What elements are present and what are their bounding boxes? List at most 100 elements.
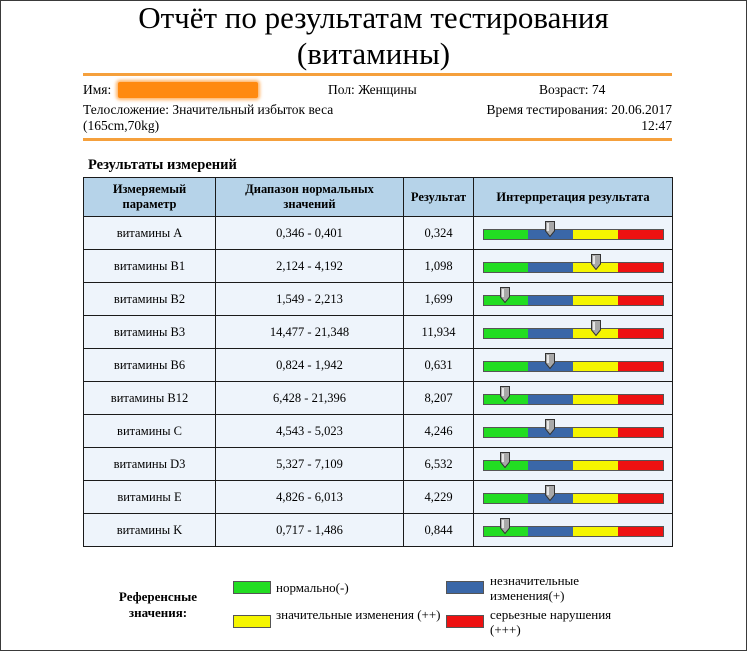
interpretation-cell — [473, 381, 673, 415]
range-cell: 0,824 - 1,942 — [215, 348, 404, 382]
legend-swatch-minor — [446, 581, 484, 594]
legend: Референсные значения: нормально(-) незна… — [0, 570, 747, 650]
legend-swatch-significant — [233, 615, 271, 628]
interpretation-scale — [482, 517, 664, 537]
report-title-line2: (витамины) — [296, 36, 451, 71]
scale-segment-significant — [573, 394, 618, 404]
test-time-label: Время тестирования: — [486, 102, 608, 117]
result-cell: 6,532 — [403, 447, 474, 481]
scale-segment-severe — [617, 394, 663, 404]
table-row: витамины E 4,826 - 6,013 4,229 — [83, 480, 673, 514]
table-row: витамины B6 0,824 - 1,942 0,631 — [83, 348, 673, 382]
legend-text-normal: нормально(-) — [276, 580, 349, 595]
legend-text-minor: незначительные изменения(+) — [490, 573, 580, 603]
table-row: витамины B2 1,549 - 2,213 1,699 — [83, 282, 673, 316]
scale-segment-severe — [617, 427, 663, 437]
table-row: витамины D3 5,327 - 7,109 6,532 — [83, 447, 673, 481]
table-row: витамины K 0,717 - 1,486 0,844 — [83, 513, 673, 547]
age-value: 74 — [591, 82, 606, 97]
build-metrics: (165cm,70kg) — [83, 118, 160, 133]
legend-label: Референсные значения: — [118, 589, 198, 620]
scale-segment-significant — [573, 361, 618, 371]
range-cell: 0,717 - 1,486 — [215, 513, 404, 547]
scale-segment-severe — [617, 229, 663, 239]
scale-segment-minor — [528, 394, 573, 404]
interpretation-scale — [482, 418, 664, 438]
legend-text-significant: значительные изменения (++) — [276, 607, 441, 622]
legend-swatch-normal — [233, 581, 271, 594]
scale-bar — [482, 426, 664, 438]
param-cell: витамины B12 — [83, 381, 216, 415]
interpretation-cell — [473, 315, 673, 349]
interpretation-cell — [473, 513, 673, 547]
result-marker-icon — [590, 319, 601, 336]
result-marker-icon — [500, 451, 511, 468]
scale-segment-normal — [483, 361, 529, 371]
result-marker-icon — [500, 385, 511, 402]
param-cell: витамины D3 — [83, 447, 216, 481]
sex-value: Женщины — [358, 82, 417, 97]
age-label: Возраст: — [539, 82, 589, 97]
result-marker-icon — [545, 484, 556, 501]
scale-segment-minor — [528, 526, 573, 536]
table-row: витамины B1 2,124 - 4,192 1,098 — [83, 249, 673, 283]
result-cell: 8,207 — [403, 381, 474, 415]
scale-segment-minor — [528, 460, 573, 470]
table-row: витамины C 4,543 - 5,023 4,246 — [83, 414, 673, 448]
result-marker-icon — [545, 220, 556, 237]
col-header-param: Измеряемый параметр — [83, 177, 216, 217]
param-cell: витамины K — [83, 513, 216, 547]
result-marker-icon — [500, 517, 511, 534]
scale-segment-minor — [528, 295, 573, 305]
test-clock: 12:47 — [641, 118, 672, 133]
sex-field: Пол: Женщины — [328, 82, 417, 98]
param-cell: витамины B6 — [83, 348, 216, 382]
age-field: Возраст: 74 — [539, 82, 605, 98]
result-cell: 11,934 — [403, 315, 474, 349]
report-title-line1: Отчёт по результатам тестирования — [138, 0, 609, 35]
result-cell: 1,699 — [403, 282, 474, 316]
param-cell: витамины B2 — [83, 282, 216, 316]
scale-segment-normal — [483, 427, 529, 437]
header-rule-top — [83, 73, 672, 76]
result-cell: 4,229 — [403, 480, 474, 514]
table-row: витамины B3 14,477 - 21,348 11,934 — [83, 315, 673, 349]
section-heading: Результаты измерений — [88, 157, 237, 173]
col-header-interpretation: Интерпретация результата — [473, 177, 673, 217]
range-cell: 14,477 - 21,348 — [215, 315, 404, 349]
result-cell: 0,324 — [403, 216, 474, 250]
scale-segment-severe — [617, 262, 663, 272]
scale-bar — [482, 492, 664, 504]
interpretation-scale — [482, 286, 664, 306]
legend-swatch-severe — [446, 615, 484, 628]
range-cell: 1,549 - 2,213 — [215, 282, 404, 316]
scale-bar — [482, 228, 664, 240]
scale-segment-normal — [483, 262, 529, 272]
scale-segment-significant — [573, 427, 618, 437]
interpretation-scale — [482, 319, 664, 339]
build-value: Значительный избыток веса — [172, 102, 334, 117]
result-cell: 1,098 — [403, 249, 474, 283]
interpretation-scale — [482, 451, 664, 471]
scale-segment-severe — [617, 295, 663, 305]
table-row: витамины A 0,346 - 0,401 0,324 — [83, 216, 673, 250]
scale-segment-significant — [573, 493, 618, 503]
table-header-row: Измеряемый параметр Диапазон нормальных … — [83, 177, 673, 217]
results-body: витамины A 0,346 - 0,401 0,324 витамины B1 2… — [83, 216, 673, 547]
name-label: Имя: — [83, 82, 112, 97]
scale-segment-normal — [483, 328, 529, 338]
interpretation-scale — [482, 484, 664, 504]
interpretation-cell — [473, 282, 673, 316]
scale-segment-severe — [617, 361, 663, 371]
name-redaction — [118, 82, 258, 98]
param-cell: витамины B1 — [83, 249, 216, 283]
range-cell: 4,826 - 6,013 — [215, 480, 404, 514]
build-field: Телосложение: Значительный избыток веса — [83, 102, 333, 118]
interpretation-scale — [482, 352, 664, 372]
interpretation-cell — [473, 348, 673, 382]
scale-segment-significant — [573, 526, 618, 536]
build-label: Телосложение: — [83, 102, 170, 117]
interpretation-cell — [473, 480, 673, 514]
scale-bar — [482, 360, 664, 372]
header-rule-bottom — [83, 138, 672, 141]
